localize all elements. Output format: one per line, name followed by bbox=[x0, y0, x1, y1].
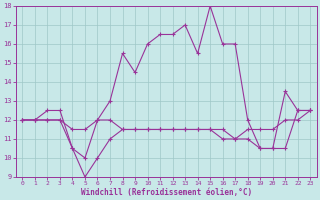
X-axis label: Windchill (Refroidissement éolien,°C): Windchill (Refroidissement éolien,°C) bbox=[81, 188, 252, 197]
